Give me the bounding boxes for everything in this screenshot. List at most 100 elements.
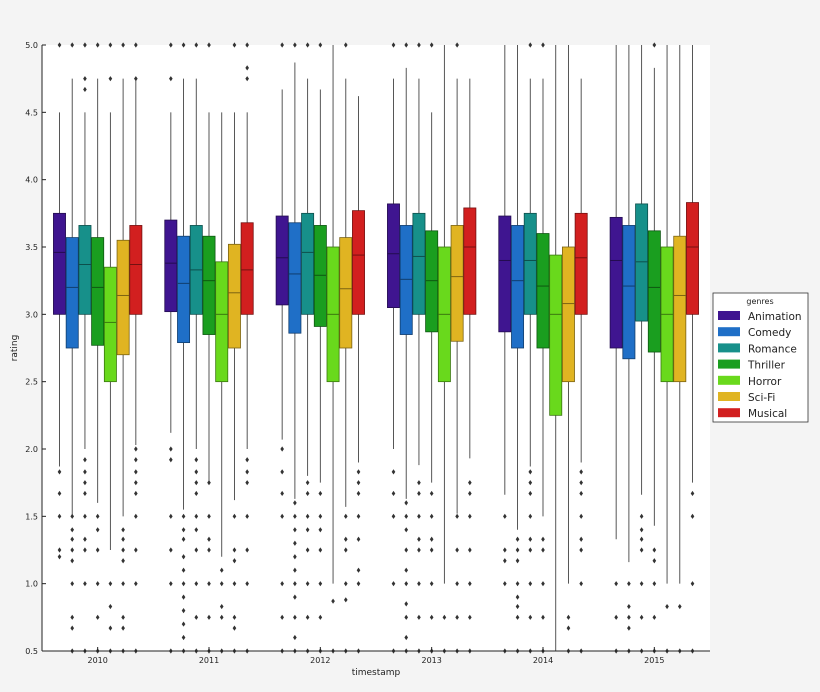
legend-swatch-animation <box>718 311 740 320</box>
box-sci-fi-2013 <box>450 42 464 654</box>
outlier-point <box>232 581 237 587</box>
outlier-point <box>417 513 421 519</box>
box-thriller-2015 <box>647 42 661 654</box>
outlier-point <box>417 536 421 542</box>
box-iqr <box>498 215 512 333</box>
outlier-point <box>245 513 249 519</box>
box-romance-2011 <box>189 42 203 654</box>
outlier-point <box>417 490 421 497</box>
box-iqr <box>450 225 464 342</box>
outlier-point <box>515 581 520 587</box>
box-iqr <box>412 212 426 315</box>
outlier-point <box>245 457 249 463</box>
box-iqr <box>536 233 550 349</box>
outlier-point <box>503 558 507 564</box>
outlier-point <box>417 581 421 587</box>
box-musical-2015 <box>686 45 699 654</box>
box-sci-fi-2015 <box>673 45 687 654</box>
box-thriller-2012 <box>313 42 327 654</box>
outlier-point <box>219 581 224 587</box>
outlier-point <box>404 614 409 620</box>
outlier-point <box>639 547 644 553</box>
outlier-point <box>293 614 297 620</box>
outlier-point <box>194 614 199 620</box>
outlier-point <box>57 547 62 553</box>
outlier-point <box>293 554 297 560</box>
outlier-point <box>57 513 62 519</box>
outlier-point <box>652 42 657 48</box>
outlier-point <box>429 513 434 519</box>
outlier-point <box>181 634 186 641</box>
outlier-point <box>627 625 631 631</box>
box-horror-2013 <box>437 45 451 654</box>
outlier-point <box>95 614 100 620</box>
outlier-point <box>245 480 249 486</box>
outlier-point <box>429 42 434 48</box>
outlier-point <box>566 614 571 620</box>
legend-label-romance: Romance <box>748 343 797 355</box>
outlier-point <box>207 536 211 542</box>
outlier-point <box>169 76 173 82</box>
outlier-point <box>455 581 459 587</box>
outlier-point <box>169 547 173 553</box>
outlier-point <box>515 594 520 600</box>
outlier-point <box>207 480 211 486</box>
outlier-point <box>207 547 211 553</box>
y-axis-label: rating <box>10 335 20 362</box>
outlier-point <box>245 76 249 82</box>
box-iqr <box>622 225 636 360</box>
box-romance-2015 <box>635 45 649 654</box>
outlier-point <box>528 614 533 620</box>
outlier-point <box>429 490 434 497</box>
outlier-point <box>503 581 507 587</box>
outlier-point <box>429 547 434 553</box>
outlier-point <box>417 480 421 486</box>
x-axis-label: timestamp <box>352 668 401 678</box>
outlier-point <box>305 614 310 620</box>
box-iqr <box>288 222 302 334</box>
box-animation-2011 <box>164 42 178 654</box>
box-iqr <box>53 212 66 315</box>
outlier-point <box>293 594 297 600</box>
outlier-point <box>70 513 75 519</box>
outlier-point <box>121 625 125 631</box>
outlier-point <box>343 536 348 542</box>
box-iqr <box>164 219 178 313</box>
x-tick-label: 2012 <box>310 656 330 665</box>
outlier-point <box>305 490 310 497</box>
outlier-point <box>194 513 199 519</box>
outlier-point <box>639 581 644 587</box>
outlier-point <box>639 536 644 542</box>
box-comedy-2013 <box>399 42 413 654</box>
outlier-point <box>134 581 138 587</box>
x-tick-label: 2014 <box>533 656 553 665</box>
outlier-point <box>181 621 186 627</box>
outlier-point <box>108 42 113 48</box>
outlier-point <box>639 527 644 533</box>
outlier-point <box>194 469 199 475</box>
box-iqr <box>339 237 353 349</box>
outlier-point <box>108 581 113 587</box>
outlier-point <box>280 614 284 620</box>
outlier-point <box>232 42 237 48</box>
outlier-point <box>690 581 695 587</box>
outlier-point <box>70 558 75 564</box>
outlier-point <box>404 634 409 641</box>
x-tick-label: 2010 <box>87 656 107 665</box>
outlier-point <box>503 547 507 553</box>
outlier-point <box>528 536 533 542</box>
outlier-point <box>417 42 421 48</box>
y-tick-label: 2.5 <box>25 378 38 387</box>
outlier-point <box>194 527 199 533</box>
box-comedy-2015 <box>622 45 636 654</box>
outlier-point <box>468 480 472 486</box>
box-iqr <box>301 212 315 315</box>
outlier-point <box>293 567 297 573</box>
outlier-point <box>528 469 533 475</box>
outlier-point <box>528 490 533 497</box>
box-animation-2013 <box>387 42 400 654</box>
outlier-point <box>280 513 284 519</box>
outlier-point <box>83 457 87 463</box>
box-iqr <box>673 235 687 383</box>
outlier-point <box>541 536 545 542</box>
